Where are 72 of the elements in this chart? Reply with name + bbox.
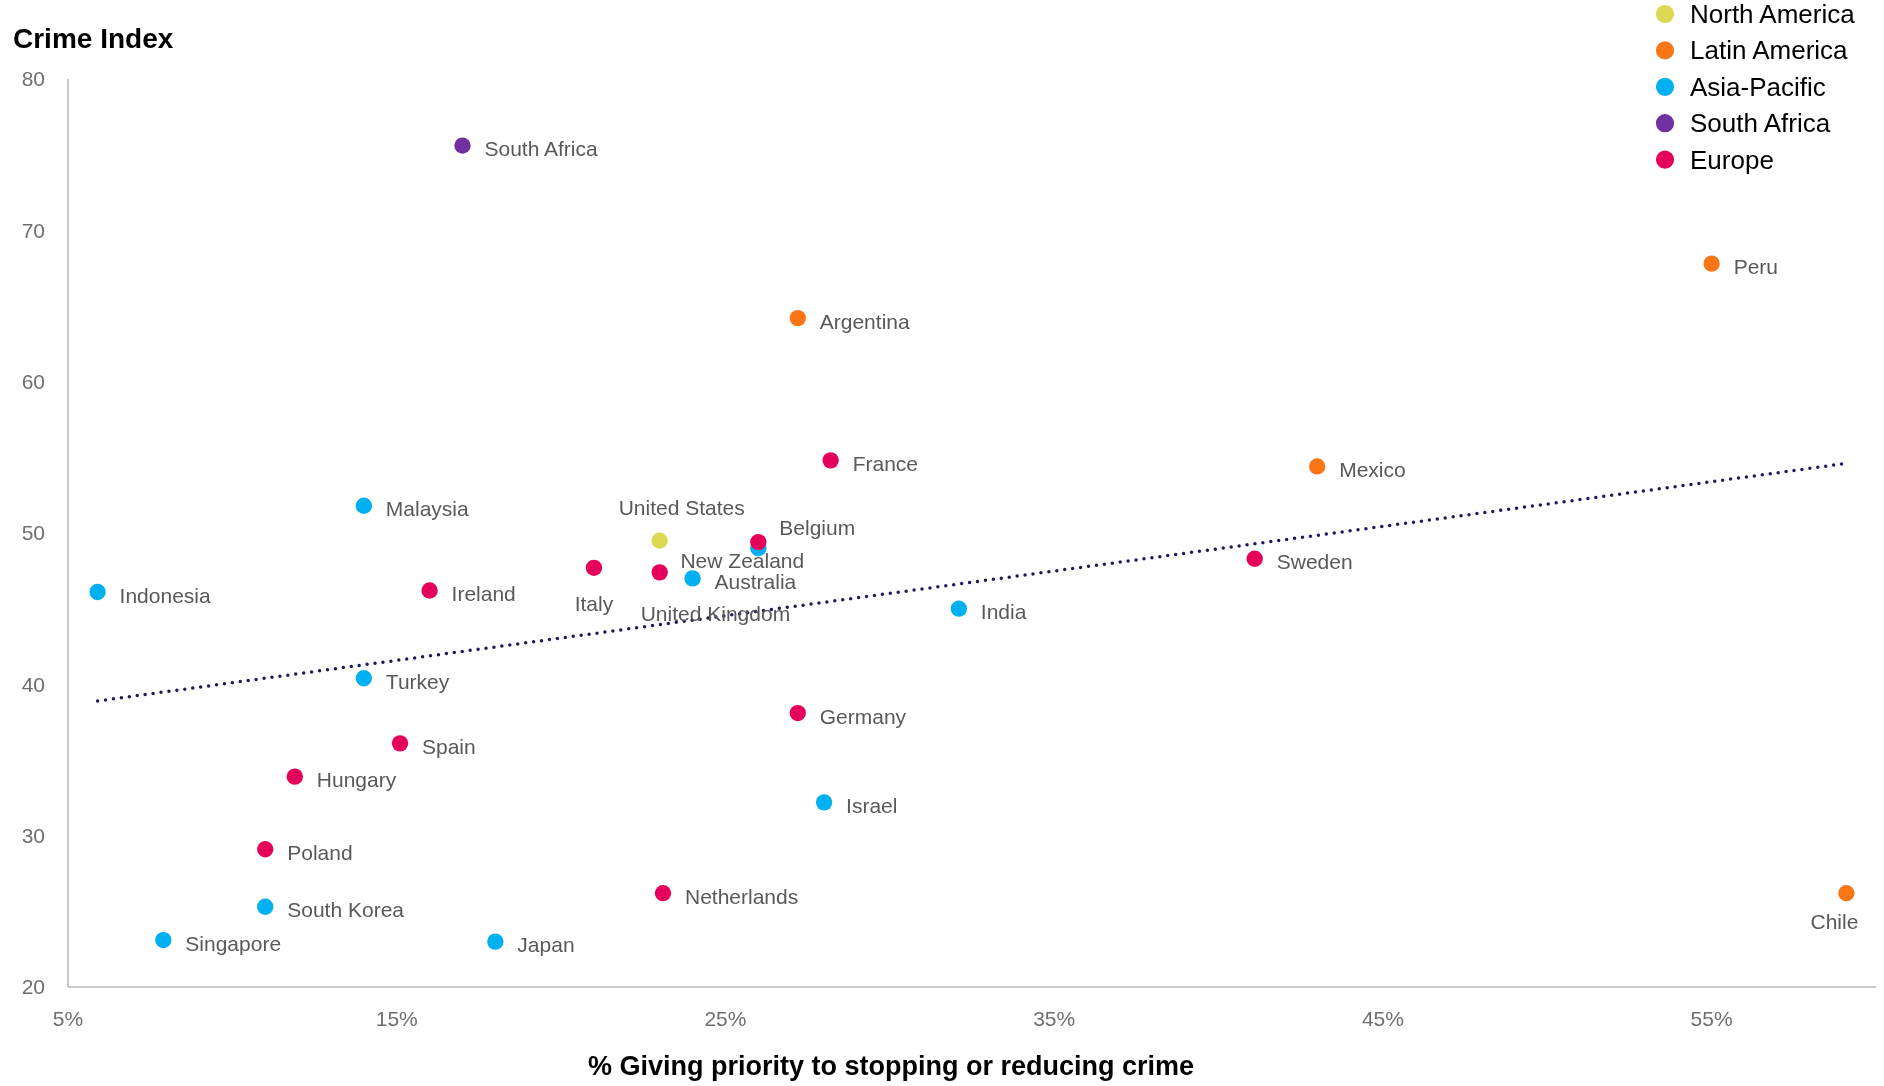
annotation: Peru [1733, 255, 1778, 279]
legend-label: Europe [1690, 144, 1774, 175]
y-tick-label: 60 [21, 370, 45, 394]
annotation: Malaysia [385, 497, 470, 521]
point [155, 931, 172, 949]
y-tick-label: 20 [21, 975, 45, 999]
annotation: Argentina [819, 309, 910, 333]
annotation: South Africa [484, 137, 599, 161]
x-tick-label: 35% [1033, 1006, 1076, 1030]
annotation: Israel [846, 793, 898, 817]
y-tick-label: 50 [21, 521, 45, 545]
annotation: Chile [1810, 909, 1859, 933]
point [750, 533, 767, 551]
point [950, 600, 968, 617]
annotation: India [980, 600, 1027, 624]
point [654, 885, 672, 902]
annotation: Spain [422, 734, 476, 758]
point [257, 898, 274, 915]
y-tick-label: 30 [21, 824, 45, 848]
annotation: Italy [574, 592, 614, 616]
annotation: Indonesia [119, 583, 211, 607]
x-tick-label: 55% [1690, 1006, 1733, 1030]
y-tick-label: 70 [21, 218, 45, 242]
legend-label: Asia-Pacific [1690, 71, 1826, 102]
annotation: Belgium [779, 515, 856, 539]
point [1703, 255, 1720, 272]
annotation: Japan [517, 933, 575, 957]
annotation: Poland [287, 840, 353, 864]
x-tick-label: 15% [375, 1006, 418, 1030]
point [487, 933, 504, 950]
annotation: Sweden [1276, 550, 1353, 574]
annotation: France [852, 451, 919, 475]
annotation: Singapore [185, 931, 282, 955]
point [355, 670, 373, 687]
point [1838, 885, 1855, 902]
x-tick-label: 25% [704, 1006, 747, 1030]
point [286, 768, 303, 785]
annotation: Ireland [451, 582, 516, 606]
legend-label: Latin America [1690, 35, 1849, 66]
point [1246, 550, 1263, 567]
x-tick-label: 5% [52, 1006, 84, 1030]
point [789, 309, 806, 327]
annotation: Australia [714, 569, 797, 593]
legend-label: North America [1690, 0, 1856, 29]
annotation: Hungary [316, 768, 397, 792]
x-tick-label: 45% [1361, 1006, 1404, 1030]
x-axis-title: % Giving priority to stopping or reducing crime [587, 1051, 1195, 1081]
point [1308, 458, 1326, 475]
point [89, 583, 106, 601]
legend-label: South Africa [1690, 108, 1831, 139]
annotation: South Korea [287, 898, 405, 922]
point [822, 452, 839, 469]
y-tick-label: 80 [21, 67, 45, 91]
point [421, 582, 438, 599]
point [789, 704, 806, 722]
y-tick-label: 40 [21, 672, 45, 696]
annotation: Netherlands [685, 884, 799, 908]
point [815, 794, 833, 811]
point [391, 735, 409, 752]
point [684, 570, 701, 587]
annotation: Mexico [1339, 457, 1406, 481]
annotation: Turkey [385, 669, 450, 693]
point [651, 532, 668, 549]
point [585, 559, 603, 576]
point [454, 137, 471, 154]
annotation: New Zealand [680, 548, 805, 572]
point [257, 841, 274, 858]
annotation: United States [618, 496, 745, 520]
y-axis-title: Crime Index [13, 22, 174, 54]
point [651, 564, 668, 581]
point [355, 497, 373, 514]
annotation: Germany [819, 704, 907, 728]
